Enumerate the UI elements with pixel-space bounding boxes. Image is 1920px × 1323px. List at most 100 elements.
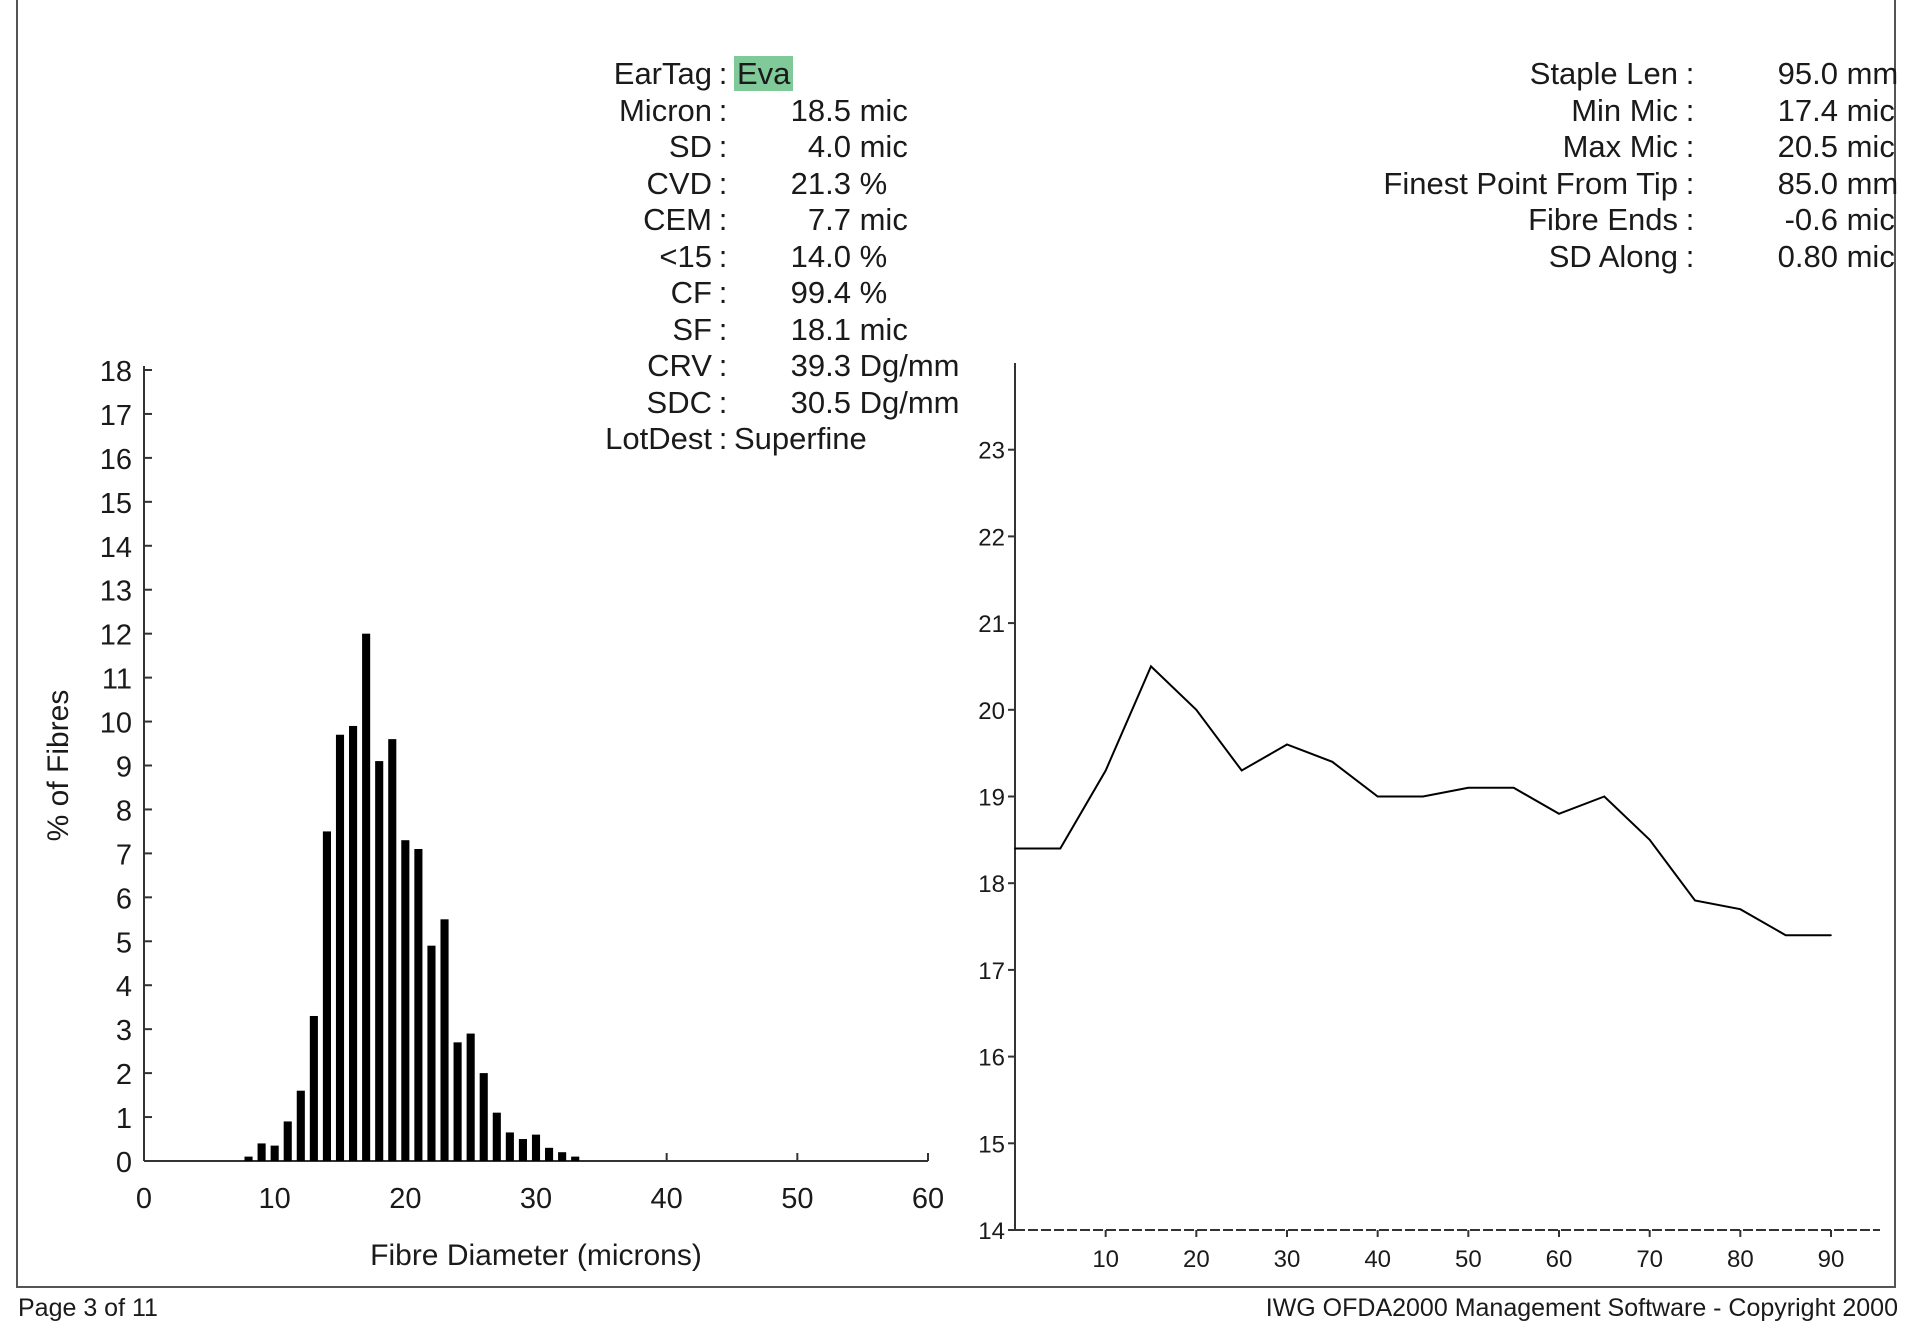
fibre-stat-label: LotDest (605, 421, 712, 456)
histogram-y-tick-label: 3 (116, 1015, 132, 1047)
histogram-y-tick-label: 13 (100, 576, 132, 608)
fibre-stat-separator: : (718, 421, 728, 456)
fibre-stat-separator: : (718, 275, 728, 310)
histogram-y-tick-label: 15 (100, 488, 132, 520)
fibre-stat-label: <15 (659, 238, 712, 274)
histogram-bar (479, 1073, 488, 1161)
histogram-y-tick-label: 10 (100, 708, 132, 740)
histogram-bar (505, 1132, 514, 1161)
histogram-bar (571, 1156, 580, 1161)
staple-stat-label: Fibre Ends (1528, 202, 1678, 237)
histogram-bar (492, 1112, 501, 1161)
fibre-stat-separator: : (718, 384, 728, 420)
fibre-stat-separator: : (718, 202, 728, 237)
histogram-y-tick-label: 7 (116, 839, 132, 871)
fibre-stat-value: Eva (734, 56, 794, 93)
fibre-stat-value: 18.5 mic (790, 92, 908, 128)
histogram-bar (427, 945, 436, 1161)
histogram-bar (349, 725, 358, 1161)
fibre-stat-value: 7.7 mic (807, 202, 908, 237)
histogram-x-tick-label: 30 (520, 1183, 552, 1215)
fibre-stat-row: SD: 4.0 mic (520, 129, 960, 166)
histogram-bar (401, 840, 410, 1161)
histogram-bar (283, 1121, 292, 1161)
fibre-stat-separator: : (718, 129, 728, 164)
staple-stat-row: Min Mic: 17.4 mic (1300, 93, 1898, 130)
fibre-stat-separator: : (718, 165, 728, 201)
staple-stat-separator: : (1685, 238, 1695, 274)
staple-stat-value: -0.6 mic (1784, 202, 1895, 237)
histogram-y-tick-label: 8 (116, 795, 132, 827)
fibre-stat-row: CVD: 21.3 % (520, 166, 960, 203)
staple-stat-separator: : (1685, 165, 1695, 201)
fibre-stat-row: CRV: 39.3 Dg/mm (520, 348, 960, 385)
fibre-stat-value: 4.0 mic (807, 129, 908, 164)
histogram-y-tick-label: 11 (102, 664, 132, 696)
histogram-bar (466, 1033, 475, 1161)
histogram-y-tick-label: 14 (100, 532, 132, 564)
staple-stat-row: Max Mic: 20.5 mic (1300, 129, 1898, 166)
staple-stat-value: 95.0 mm (1777, 56, 1899, 91)
fibre-stat-value: 30.5 Dg/mm (790, 384, 960, 420)
fibre-stat-row: CF: 99.4 % (520, 275, 960, 312)
histogram-y-tick-label: 9 (116, 752, 132, 784)
fibre-stat-label: CRV (647, 348, 712, 383)
histogram-bar (545, 1147, 554, 1161)
fibre-stat-separator: : (718, 238, 728, 274)
histogram-bar (531, 1134, 541, 1161)
report-frame (16, 0, 1896, 1288)
fibre-stat-label: SDC (646, 384, 712, 420)
staple-stat-separator: : (1685, 202, 1695, 237)
staple-stat-row: Staple Len: 95.0 mm (1300, 56, 1899, 93)
fibre-stat-label: CF (670, 275, 712, 310)
fibre-stat-value: 18.1 mic (790, 311, 908, 347)
staple-stat-label: Min Mic (1571, 92, 1678, 128)
staple-stat-separator: : (1685, 56, 1695, 91)
fibre-stat-separator: : (718, 348, 728, 383)
fibre-stat-separator: : (718, 56, 728, 91)
fibre-stat-row: LotDest: Superfine (520, 421, 960, 458)
fibre-stat-separator: : (718, 311, 728, 347)
fibre-stat-row: SDC: 30.5 Dg/mm (520, 385, 960, 422)
histogram-y-axis-title: % of Fibres (42, 690, 75, 842)
fibre-stat-value: 39.3 Dg/mm (790, 348, 960, 383)
histogram-y-tick-label: 12 (100, 620, 132, 652)
histogram-x-tick-label: 20 (389, 1183, 421, 1215)
staple-stat-label: Finest Point From Tip (1383, 165, 1678, 201)
histogram-y-tick-label: 5 (116, 927, 132, 959)
staple-stat-label: SD Along (1548, 238, 1678, 274)
fibre-stat-label: Micron (618, 92, 712, 128)
fibre-stat-row: SF: 18.1 mic (520, 312, 960, 349)
copyright-note: IWG OFDA2000 Management Software - Copyr… (1265, 1294, 1898, 1322)
fibre-stat-value: 21.3 % (790, 165, 888, 201)
staple-stat-row: Finest Point From Tip: 85.0 mm (1300, 166, 1898, 203)
fibre-stat-separator: : (718, 92, 728, 128)
histogram-bar (558, 1152, 567, 1161)
page-number: Page 3 of 11 (18, 1294, 158, 1322)
staple-stat-label: Max Mic (1562, 129, 1678, 164)
histogram-x-tick-label: 10 (259, 1183, 291, 1215)
histogram-bar (518, 1139, 527, 1161)
histogram-y-tick-label: 6 (116, 883, 132, 915)
staple-stat-separator: : (1685, 129, 1695, 164)
histogram-y-tick-label: 2 (116, 1059, 132, 1091)
histogram-bar (296, 1090, 305, 1161)
staple-stat-row: Fibre Ends: -0.6 mic (1300, 202, 1898, 239)
fibre-stat-row: <15: 14.0 % (520, 239, 960, 276)
fibre-stat-label: SD (668, 129, 712, 164)
fibre-stat-value: 99.4 % (790, 275, 888, 310)
histogram-bar (335, 734, 345, 1161)
fibre-stat-label: CEM (643, 202, 712, 237)
histogram-y-tick-label: 16 (100, 444, 132, 476)
histogram-x-axis-title: Fibre Diameter (microns) (370, 1239, 702, 1272)
histogram-bar (375, 761, 384, 1161)
histogram-bar (453, 1042, 462, 1161)
histogram-bar (322, 831, 331, 1161)
histogram-y-tick-label: 0 (116, 1147, 132, 1179)
histogram-bar (362, 633, 371, 1161)
fibre-stat-row: EarTag: Eva (520, 56, 960, 93)
staple-stat-value: 85.0 mm (1777, 165, 1899, 201)
histogram-x-tick-label: 0 (136, 1183, 152, 1215)
histogram-bar (270, 1145, 279, 1161)
